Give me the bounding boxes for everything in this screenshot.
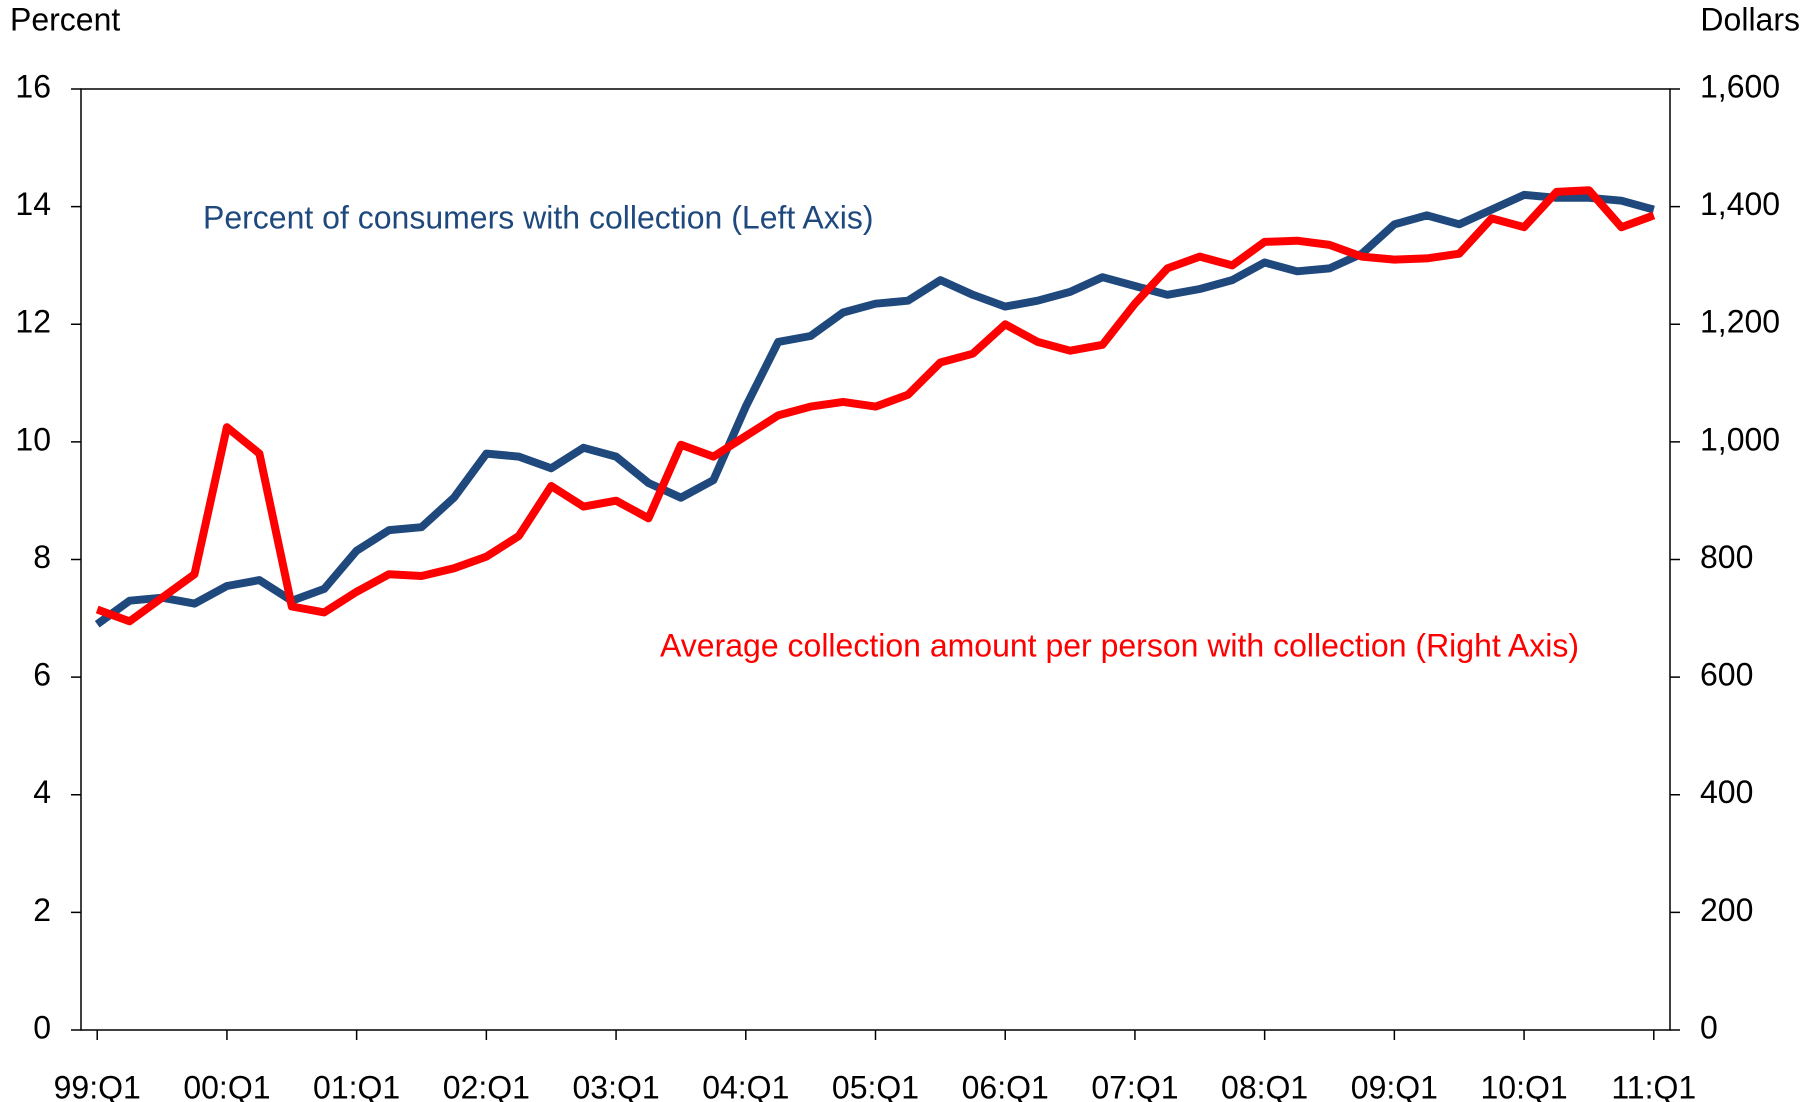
y-tick-label: 6 xyxy=(33,657,51,693)
x-tick-label: 01:Q1 xyxy=(313,1069,400,1102)
x-tick-label: 04:Q1 xyxy=(702,1069,789,1102)
y2-tick-label: 1,200 xyxy=(1700,304,1780,340)
y-tick-label: 16 xyxy=(15,68,51,104)
y-tick-label: 14 xyxy=(15,186,51,222)
series-label: Percent of consumers with collection (Le… xyxy=(203,199,874,235)
y-tick-label: 10 xyxy=(15,421,51,457)
y-tick-label: 8 xyxy=(33,539,51,575)
y-tick-label: 0 xyxy=(33,1009,51,1045)
x-tick-label: 11:Q1 xyxy=(1611,1069,1696,1102)
x-tick-label: 00:Q1 xyxy=(183,1069,270,1102)
y2-tick-label: 1,400 xyxy=(1700,186,1780,222)
y-tick-label: 12 xyxy=(15,304,51,340)
series-label: Average collection amount per person wit… xyxy=(660,627,1579,663)
x-tick-label: 06:Q1 xyxy=(962,1069,1049,1102)
x-tick-label: 09:Q1 xyxy=(1351,1069,1438,1102)
y2-tick-label: 200 xyxy=(1700,892,1753,928)
y-axis-title: Percent xyxy=(10,1,120,37)
y2-tick-label: 400 xyxy=(1700,774,1753,810)
y-tick-label: 2 xyxy=(33,892,51,928)
y2-tick-label: 1,600 xyxy=(1700,68,1780,104)
y2-tick-label: 800 xyxy=(1700,539,1753,575)
y-tick-label: 4 xyxy=(33,774,51,810)
x-tick-label: 03:Q1 xyxy=(572,1069,659,1102)
y2-axis-title: Dollars xyxy=(1700,1,1800,37)
x-tick-label: 08:Q1 xyxy=(1221,1069,1308,1102)
y2-tick-label: 600 xyxy=(1700,657,1753,693)
series-line xyxy=(94,190,1655,628)
y2-tick-label: 1,000 xyxy=(1700,421,1780,457)
y2-tick-label: 0 xyxy=(1700,1009,1718,1045)
x-tick-label: 02:Q1 xyxy=(443,1069,530,1102)
x-tick-label: 10:Q1 xyxy=(1480,1069,1567,1102)
series-line xyxy=(95,186,1656,626)
x-tick-label: 07:Q1 xyxy=(1091,1069,1178,1102)
x-tick-label: 05:Q1 xyxy=(832,1069,919,1102)
x-tick-label: 99:Q1 xyxy=(54,1069,141,1102)
